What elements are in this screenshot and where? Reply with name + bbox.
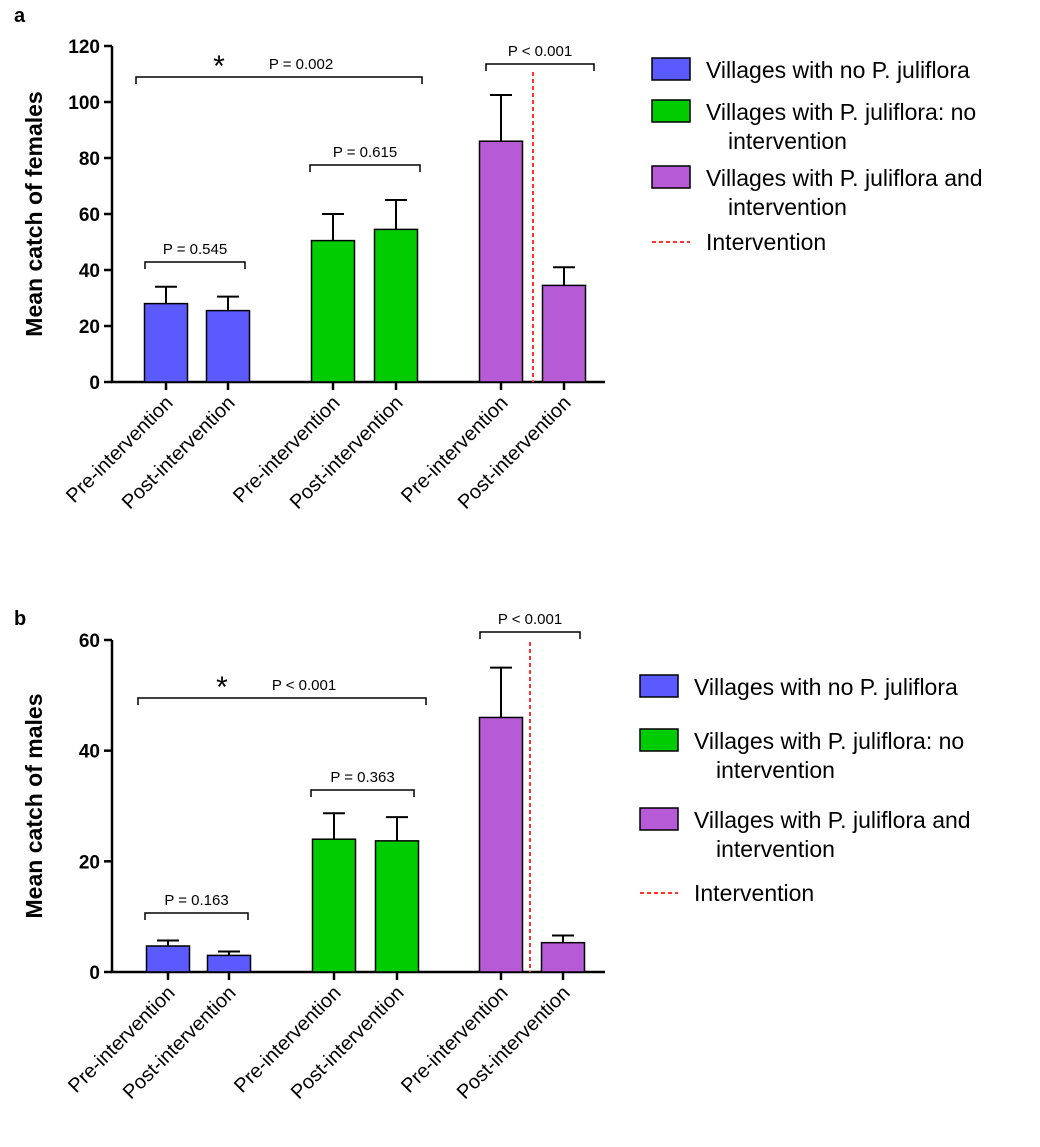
bar (540, 941, 586, 973)
bar (310, 239, 356, 383)
bar (205, 309, 251, 383)
legend-swatch (639, 674, 679, 698)
legend-swatch (651, 57, 691, 81)
y-tick-label: 120 (68, 37, 100, 58)
bar (145, 945, 191, 973)
bar (373, 228, 419, 383)
x-tick-label: Post-intervention (454, 392, 576, 514)
x-tick-label: Post-intervention (119, 982, 241, 1104)
x-tick-label: Pre-intervention (64, 982, 179, 1097)
x-tick-label: Pre-intervention (230, 982, 345, 1097)
x-tick-label: Pre-intervention (229, 392, 344, 507)
y-tick-label: 100 (68, 93, 100, 114)
x-tick-label: Post-intervention (453, 982, 575, 1104)
legend-swatch (639, 807, 679, 831)
legend-label: Intervention (694, 880, 814, 906)
significance-bracket (479, 631, 581, 639)
significance-bracket (137, 697, 427, 705)
legend-label: Villages with no P. juliflora (694, 674, 958, 700)
x-tick-label: Post-intervention (118, 392, 240, 514)
x-tick-label: Pre-intervention (397, 392, 512, 507)
p-value: P = 0.545 (163, 241, 227, 258)
y-tick-label: 20 (79, 317, 100, 338)
legend-label: Villages with P. juliflora: no interventi… (706, 99, 976, 154)
y-axis-label: Mean catch of females (21, 91, 47, 336)
legend-line: Villages with no P. juliflora (706, 57, 970, 83)
x-tick-label: Pre-intervention (62, 392, 177, 507)
bar (143, 302, 189, 383)
legend-line: Villages with P. juliflora and (694, 807, 971, 833)
significance-bracket (309, 164, 421, 172)
significance-bracket (144, 261, 246, 269)
y-tick-label: 60 (79, 631, 100, 652)
legend-line: Villages with no P. juliflora (694, 674, 958, 700)
x-tick-label: Post-intervention (286, 392, 408, 514)
y-tick-label: 60 (79, 205, 100, 226)
legend-line: intervention (728, 128, 847, 154)
panel-label: a (14, 5, 26, 27)
legend-line: Villages with P. juliflora: no (694, 728, 964, 754)
legend-label: Villages with P. juliflora: no interventi… (694, 728, 964, 783)
bar (374, 840, 420, 973)
x-tick-label: Pre-intervention (397, 982, 512, 1097)
legend-label: Villages with no P. juliflora (706, 57, 970, 83)
significance-bracket (485, 63, 595, 71)
legend-line: intervention (716, 757, 835, 783)
p-value: P = 0.363 (330, 769, 394, 786)
bar (541, 284, 587, 383)
significance-bracket (135, 76, 423, 84)
legend-line: Villages with P. juliflora and (706, 165, 983, 191)
legend-swatch (639, 728, 679, 752)
significance-bracket (144, 912, 249, 920)
p-value: P = 0.163 (164, 892, 228, 909)
y-axis-label: Mean catch of males (21, 694, 47, 919)
legend-swatch (651, 165, 691, 189)
p-value: P < 0.001 (498, 611, 562, 628)
legend-label: Villages with P. juliflora and interventi… (706, 165, 983, 220)
legend-label: Intervention (706, 229, 826, 255)
y-tick-label: 40 (79, 742, 100, 763)
significance-marker: * (216, 671, 228, 704)
legend-label: Villages with P. juliflora and interventi… (694, 807, 971, 862)
legend-line: Villages with P. juliflora: no (706, 99, 976, 125)
significance-marker: * (213, 50, 225, 83)
y-tick-label: 20 (79, 852, 100, 873)
p-value: P = 0.615 (333, 144, 397, 161)
bar (206, 954, 252, 973)
bar (311, 838, 357, 973)
y-tick-label: 0 (89, 963, 100, 984)
y-tick-label: 0 (89, 373, 100, 394)
bar (478, 716, 524, 973)
x-tick-label: Post-intervention (287, 982, 409, 1104)
panel-label: b (14, 608, 26, 630)
y-tick-label: 80 (79, 149, 100, 170)
legend-line: intervention (728, 194, 847, 220)
p-value: P = 0.002 (269, 56, 333, 73)
bar (478, 140, 524, 383)
legend-swatch (651, 99, 691, 123)
y-tick-label: 40 (79, 261, 100, 282)
p-value: P < 0.001 (272, 677, 336, 694)
legend-line: intervention (716, 836, 835, 862)
significance-bracket (310, 789, 415, 797)
p-value: P < 0.001 (508, 43, 572, 60)
